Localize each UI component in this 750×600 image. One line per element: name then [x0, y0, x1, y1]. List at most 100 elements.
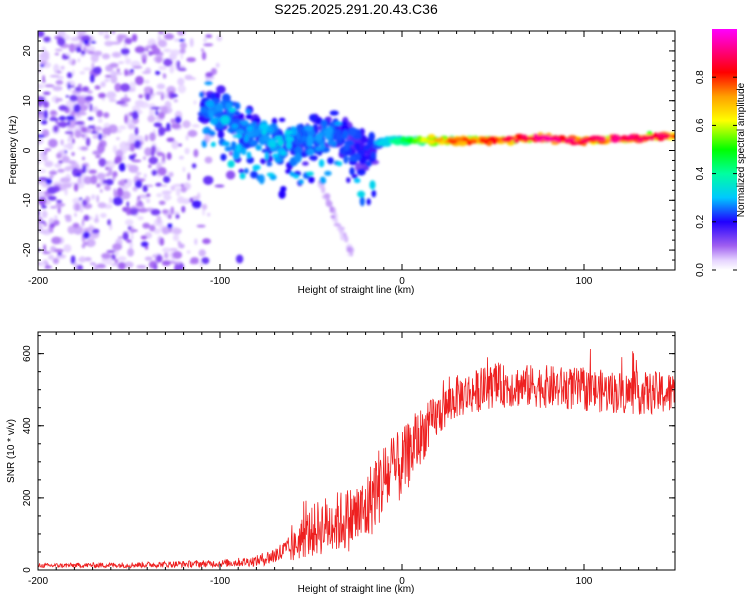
spectral-blob [306, 171, 314, 176]
spectral-blob [87, 50, 95, 55]
spectral-blob [163, 33, 175, 40]
spectral-blob [134, 180, 143, 189]
spectral-blob [294, 152, 302, 163]
spectral-blob [61, 155, 70, 163]
colorbar-ticks: 0.0 0.2 0.4 0.6 0.8 [695, 70, 737, 277]
spectral-blob [185, 134, 189, 141]
spectral-blob [64, 214, 72, 219]
spectral-blob [75, 86, 82, 92]
spectral-blob [229, 151, 233, 156]
spectral-blob [343, 232, 347, 238]
spectral-blob [138, 194, 149, 199]
spectral-blob [90, 175, 98, 185]
spectral-blob [179, 48, 186, 54]
spectral-blob [201, 51, 207, 61]
spectral-blob [455, 137, 462, 142]
spectral-blob [145, 48, 149, 52]
spectral-blob [64, 166, 72, 172]
y-tick-label: 600 [22, 345, 33, 362]
x-tick-label: -200 [28, 576, 48, 587]
spectral-blob [108, 98, 117, 103]
spectral-blob [405, 138, 411, 143]
spectral-blob [66, 72, 73, 79]
spectral-blob [259, 123, 269, 131]
spectral-blob [115, 100, 126, 105]
spectral-blob [151, 44, 158, 51]
spectral-blob [56, 98, 63, 102]
spectral-blob [100, 189, 103, 193]
spectral-blob [65, 95, 69, 98]
spectral-blob [113, 188, 117, 198]
spectral-blob [134, 139, 142, 149]
spectral-blob [148, 164, 152, 168]
spectral-blob [126, 201, 130, 208]
spectral-blob [60, 139, 64, 146]
top-x-axis-label: Height of straight line (km) [298, 285, 415, 296]
spectral-blob [366, 198, 371, 206]
spectral-blob [371, 189, 377, 198]
spectral-blob [161, 226, 170, 235]
spectral-blob [75, 121, 85, 125]
spectral-blob [239, 172, 246, 180]
spectral-blob [105, 166, 109, 171]
spectral-blob [155, 109, 159, 116]
spectral-blob [43, 244, 46, 252]
spectral-blob [48, 170, 58, 175]
spectral-blob [68, 43, 76, 53]
spectral-blob [323, 193, 331, 200]
spectral-blob [38, 111, 44, 114]
spectral-blob [104, 185, 111, 191]
spectral-blob [186, 250, 191, 254]
spectral-blob [74, 212, 77, 217]
spectral-blob [111, 253, 116, 261]
snr-frame [37, 331, 676, 571]
spectral-blob [80, 146, 89, 151]
spectral-blob [69, 94, 78, 102]
spectral-blob [205, 34, 213, 38]
spectral-blob [129, 207, 139, 216]
spectral-blob [428, 134, 436, 139]
snr-series-line [38, 348, 675, 570]
spectral-blob [81, 156, 86, 161]
spectral-blob [532, 133, 539, 139]
spectral-blob [363, 145, 370, 151]
spectral-blob [192, 196, 199, 200]
spectral-blob [66, 142, 74, 150]
spectral-blob [166, 152, 172, 160]
spectral-blob [636, 137, 644, 142]
spectral-blob [153, 263, 158, 270]
spectral-blob [238, 168, 245, 174]
spectral-blob [128, 154, 135, 160]
spectral-blob [221, 93, 231, 103]
spectral-blob [137, 216, 144, 221]
spectral-blob [131, 159, 142, 163]
spectral-blob [44, 265, 52, 269]
spectral-blob [38, 180, 42, 184]
bottom-y-axis-label: SNR (10 * v/v) [6, 419, 17, 483]
spectral-blob [327, 157, 334, 165]
y-tick-label: 200 [22, 489, 33, 506]
spectral-blob [104, 78, 110, 83]
spectral-blob [351, 174, 358, 179]
spectral-blob [220, 153, 227, 161]
y-tick-label: 400 [22, 417, 33, 434]
spectral-blob [235, 144, 242, 153]
spectral-blob [55, 203, 66, 207]
spectral-blob [38, 223, 43, 232]
spectral-blob [80, 50, 86, 56]
spectral-blob [201, 203, 208, 210]
colorbar-label: Normalized spectral amplitude [736, 82, 747, 217]
spectral-blob [177, 77, 185, 86]
spectral-blob [301, 135, 308, 142]
spectral-blob [60, 177, 71, 183]
spectral-blob [82, 231, 91, 239]
spectral-blob [161, 93, 164, 101]
spectral-blob [205, 72, 214, 78]
spectral-blob [75, 46, 82, 53]
spectral-blob [250, 170, 258, 179]
spectral-blob [258, 174, 265, 185]
spectral-blob [60, 65, 65, 70]
spectral-blob [471, 139, 478, 144]
spectral-blob [201, 139, 207, 148]
